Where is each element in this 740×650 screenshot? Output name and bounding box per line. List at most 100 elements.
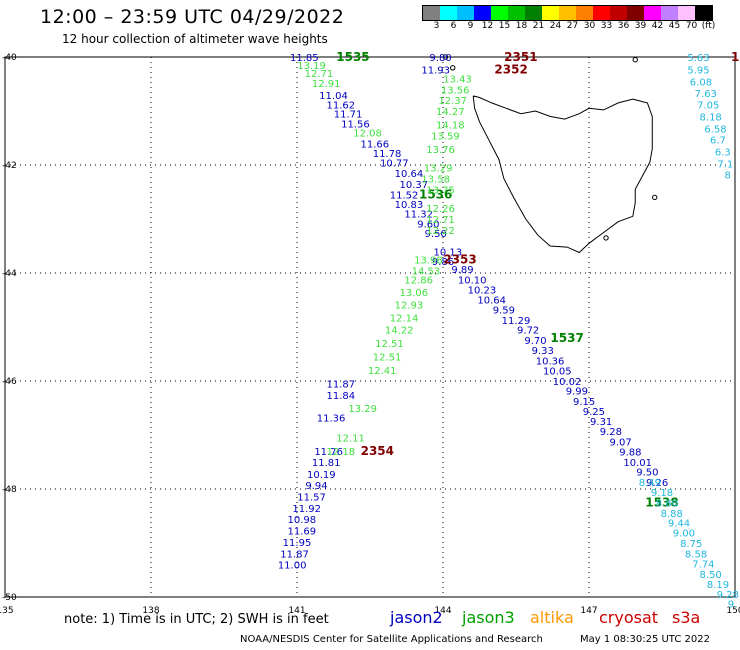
mission-label: s3a xyxy=(672,608,701,627)
swh-value-label: 12.26 xyxy=(426,204,455,215)
swh-value-label: 9. xyxy=(728,599,738,610)
swh-value-label: 12.14 xyxy=(390,313,419,324)
swh-value-label: 9.70 xyxy=(524,336,546,347)
swh-value-label: 5.63 xyxy=(687,53,709,64)
pass-number-label: 2354 xyxy=(361,444,394,458)
pass-number-label: 1537 xyxy=(550,331,583,345)
swh-value-label: 8.49 xyxy=(639,478,661,489)
pass-number-label: 2352 xyxy=(494,62,527,76)
lon-tick-label: 141 xyxy=(288,606,305,616)
swh-value-label: 7.74 xyxy=(692,560,714,571)
legend-swatch xyxy=(661,6,678,20)
legend-swatch xyxy=(508,6,525,20)
swh-value-label: 10.23 xyxy=(468,286,497,297)
swh-value-label: 13.43 xyxy=(443,75,472,86)
swh-value-label: 9.50 xyxy=(636,468,658,479)
swh-value-label: 9.07 xyxy=(610,437,632,448)
footer-timestamp: May 1 08:30:25 UTC 2022 xyxy=(580,634,710,645)
swh-value-label: 12.51 xyxy=(375,339,404,350)
swh-value-label: 11.32 xyxy=(404,210,433,221)
swh-value-label: 13.56 xyxy=(441,85,470,96)
swh-value-label: 11.95 xyxy=(283,538,312,549)
swh-value-label: 10.98 xyxy=(288,515,317,526)
swh-value-label: 10.01 xyxy=(623,458,652,469)
swh-value-label: 9.80 xyxy=(429,53,451,64)
legend-label: 70 xyxy=(685,21,698,31)
swh-value-label: 9.15 xyxy=(573,397,595,408)
legend-label: 33 xyxy=(600,21,613,31)
mission-label: jason3 xyxy=(462,608,515,627)
lon-tick-label: 147 xyxy=(580,606,597,616)
swh-value-label: 12.71 xyxy=(305,69,334,80)
swh-value-label: 9.28 xyxy=(600,427,622,438)
swh-value-label: 8.19 xyxy=(707,580,729,591)
swh-value-label: 11.85 xyxy=(290,53,319,64)
swh-value-label: 10.02 xyxy=(553,377,582,388)
swh-value-label: 10.05 xyxy=(543,367,572,378)
legend-label: 9 xyxy=(467,21,474,31)
legend-label: 6 xyxy=(450,21,457,31)
swh-value-label: 8.88 xyxy=(661,509,683,520)
pass-number-label: 2353 xyxy=(443,253,476,267)
footer-credit: NOAA/NESDIS Center for Satellite Applica… xyxy=(240,634,543,645)
swh-value-label: 11.52 xyxy=(390,191,419,202)
swh-value-label: 12.51 xyxy=(373,353,402,364)
swh-value-label: 7.05 xyxy=(697,101,719,112)
swh-value-label: 13.19 xyxy=(297,61,326,72)
swh-value-label: 14.22 xyxy=(385,326,414,337)
island-outline xyxy=(603,235,609,241)
swh-value-label: 11.71 xyxy=(334,110,363,121)
swh-value-label: 9.18 xyxy=(651,488,673,499)
legend-swatch xyxy=(440,6,457,20)
legend-label: 30 xyxy=(583,21,596,31)
swh-value-label: 10.37 xyxy=(399,180,428,191)
swh-value-label: 11.29 xyxy=(502,316,531,327)
swh-value-label: 13.29 xyxy=(348,404,377,415)
swh-value-label: 12.08 xyxy=(353,129,382,140)
swh-value-label: 12.11 xyxy=(336,434,365,445)
swh-value-label: 11.00 xyxy=(278,561,307,572)
legend-label: 39 xyxy=(634,21,647,31)
swh-value-label: 11.66 xyxy=(361,139,390,150)
swh-value-label: 13.98 xyxy=(414,256,443,267)
swh-value-label: 6.08 xyxy=(690,77,712,88)
legend-label: 36 xyxy=(617,21,630,31)
legend-swatch xyxy=(491,6,508,20)
swh-value-label: 7.1 xyxy=(717,159,733,170)
swh-value-label: 9.72 xyxy=(517,326,539,337)
swh-value-label: 11.93 xyxy=(421,65,450,76)
pass-number-label-edge: 1 xyxy=(731,50,739,64)
legend-swatch xyxy=(559,6,576,20)
swh-value-label: 5.95 xyxy=(687,65,709,76)
swh-value-label: 13.06 xyxy=(399,288,428,299)
swh-value-label: 9.89 xyxy=(451,265,473,276)
swh-value-label: 6.7 xyxy=(710,136,726,147)
swh-value-label: 12.91 xyxy=(312,79,341,90)
pass-number-label: 1538 xyxy=(645,496,678,510)
legend-swatch xyxy=(610,6,627,20)
legend-swatch xyxy=(695,6,712,20)
swh-value-label: 13.58 xyxy=(421,175,450,186)
lon-tick-label: 138 xyxy=(142,606,159,616)
swh-value-label: 11.84 xyxy=(326,391,355,402)
legend-swatch xyxy=(593,6,610,20)
swh-value-label: 10.19 xyxy=(307,470,336,481)
swh-value-label: 7.63 xyxy=(695,89,717,100)
legend-label: 42 xyxy=(651,21,664,31)
swh-value-label: 13.76 xyxy=(426,145,455,156)
mission-label: altika xyxy=(530,608,574,627)
swh-value-label: 9.88 xyxy=(619,448,641,459)
swh-value-label: 10.10 xyxy=(458,275,487,286)
swh-value-label: 9.31 xyxy=(590,417,612,428)
swh-value-label: 8.18 xyxy=(700,112,722,123)
swh-value-label: 10.77 xyxy=(380,158,409,169)
swh-value-label: 9.94 xyxy=(305,481,327,492)
note-text: note: 1) Time is in UTC; 2) SWH is in fe… xyxy=(64,612,329,627)
swh-value-label: 12.37 xyxy=(438,96,467,107)
swh-value-label: 11.87 xyxy=(280,549,309,560)
swh-value-label: 10.64 xyxy=(477,295,506,306)
swh-value-label: 12.41 xyxy=(368,366,397,377)
swh-value-label: 12.93 xyxy=(395,300,424,311)
tasmania-coastline xyxy=(472,95,653,254)
